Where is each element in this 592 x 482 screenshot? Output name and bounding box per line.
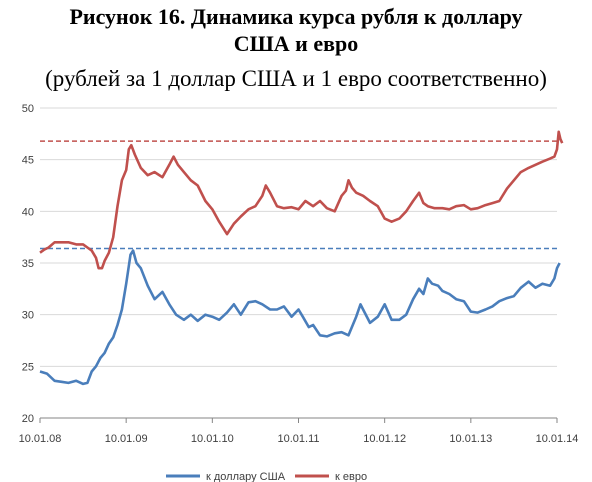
y-tick-label: 50 (22, 103, 34, 115)
legend-label: к доллару США (206, 471, 286, 482)
reference-lines (40, 140, 557, 250)
series-line-usd (39, 249, 561, 386)
x-tick-label: 10.01.09 (105, 433, 148, 445)
x-tick-label: 10.01.13 (449, 433, 492, 445)
y-tick-label: 30 (22, 310, 34, 322)
x-tick-label: 10.01.14 (536, 433, 579, 445)
chart-title-line1: Рисунок 16. Динамика курса рубля к долла… (69, 4, 523, 29)
x-axis-ticks: 10.01.08 10.01.09 10.01.10 10.01.11 10.01.12… (19, 418, 579, 445)
x-tick-label: 10.01.11 (277, 433, 319, 445)
x-tick-label: 10.01.12 (363, 433, 406, 445)
y-tick-label: 45 (22, 155, 34, 167)
gridlines (40, 107, 557, 419)
y-tick-label: 20 (22, 413, 34, 425)
chart-title-line2: США и евро (233, 31, 359, 56)
legend: к доллару США к евро (166, 471, 367, 482)
x-tick-label: 10.01.08 (19, 433, 62, 445)
y-tick-label: 25 (22, 361, 34, 373)
chart-subtitle: (рублей за 1 доллар США и 1 евро соответ… (45, 66, 547, 91)
y-tick-label: 40 (22, 206, 34, 218)
y-tick-label: 35 (22, 258, 34, 270)
series-lines (39, 130, 564, 386)
y-axis-ticks: 20 25 30 35 40 45 50 (22, 103, 34, 425)
series-line-eur (39, 130, 564, 270)
legend-label: к евро (335, 471, 367, 482)
x-tick-label: 10.01.10 (191, 433, 234, 445)
